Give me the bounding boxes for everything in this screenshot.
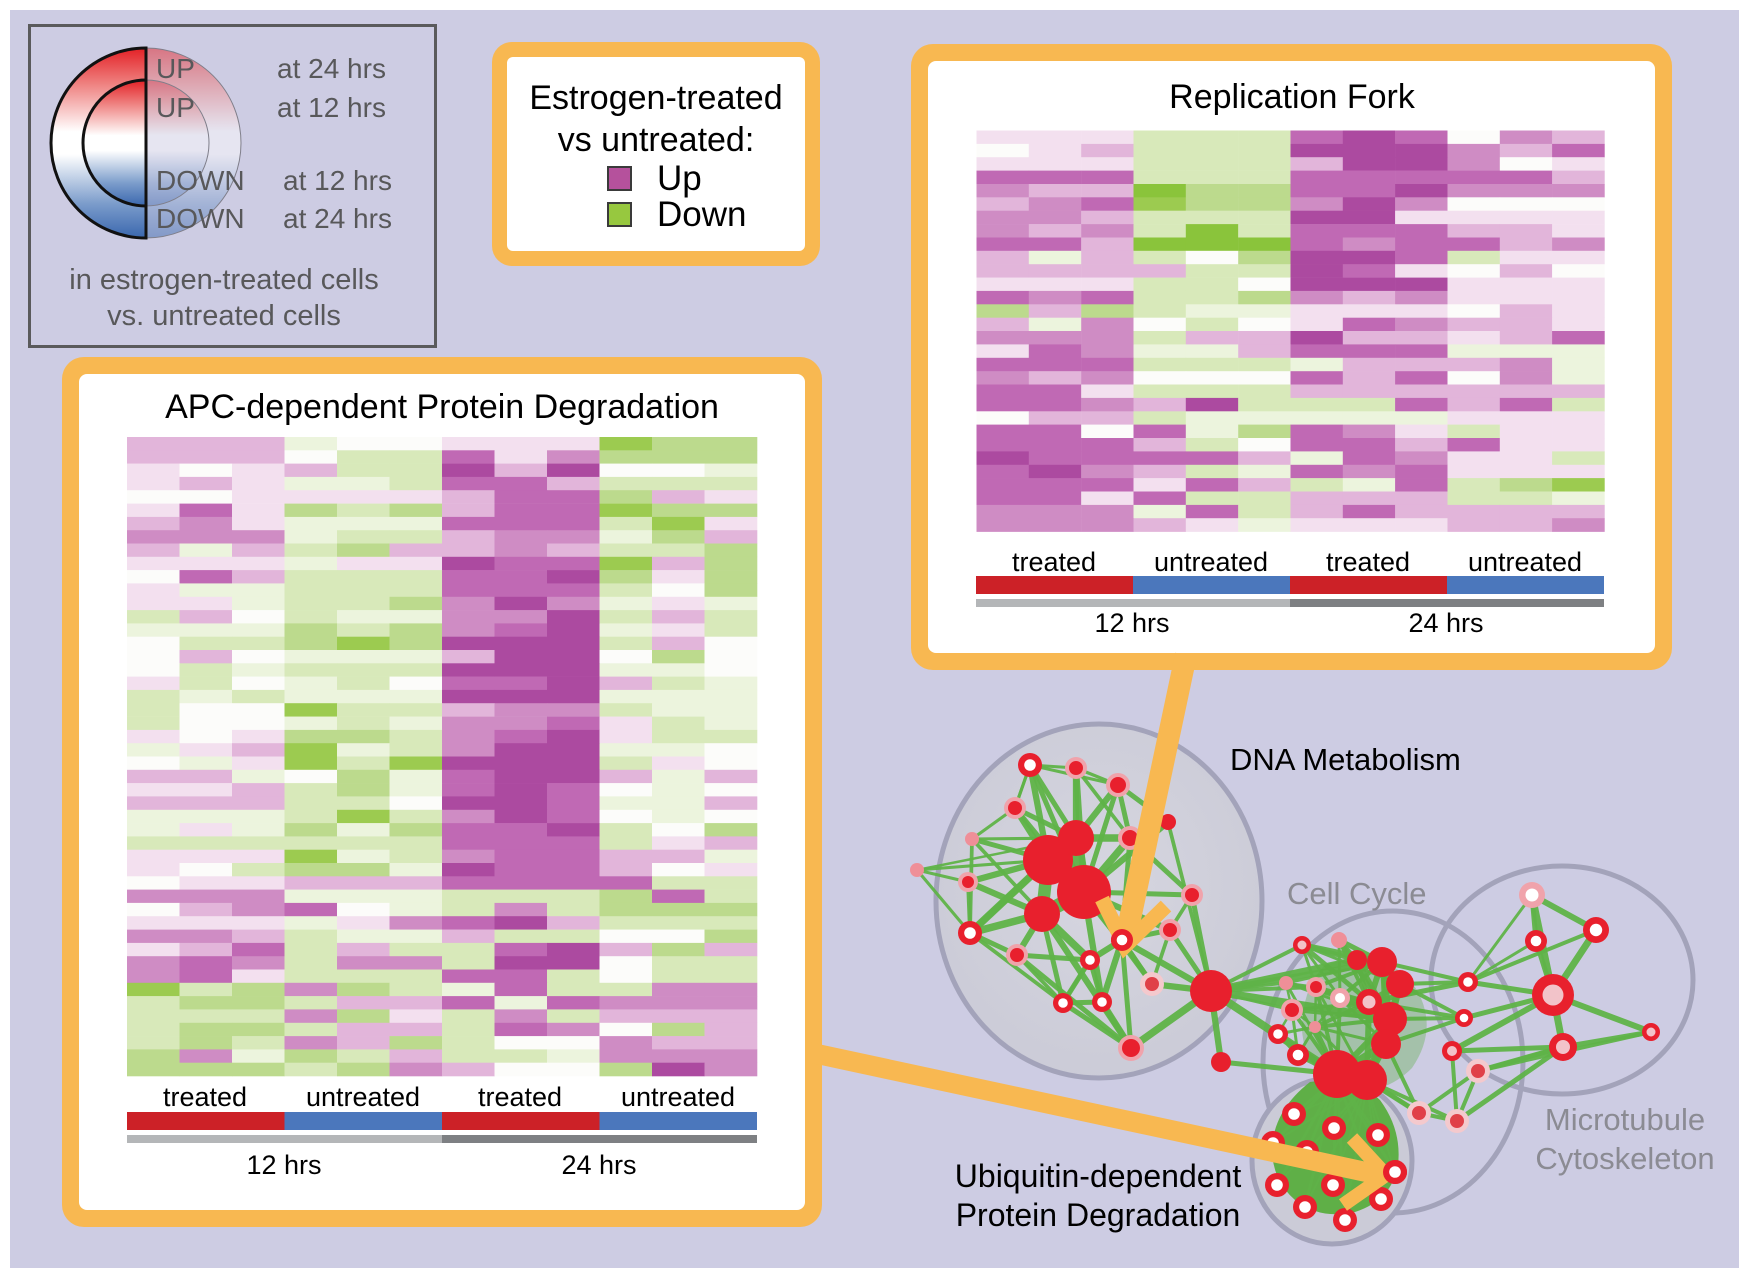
svg-text:Estrogen-treated: Estrogen-treated — [529, 79, 782, 117]
svg-text:untreated: untreated — [1468, 547, 1582, 577]
svg-text:untreated: untreated — [621, 1082, 735, 1112]
svg-text:at 12 hrs: at 12 hrs — [283, 165, 392, 196]
svg-text:Ubiquitin-dependent: Ubiquitin-dependent — [955, 1158, 1242, 1194]
svg-text:24 hrs: 24 hrs — [561, 1150, 636, 1180]
svg-text:24 hrs: 24 hrs — [1408, 608, 1483, 638]
svg-text:treated: treated — [163, 1082, 247, 1112]
svg-text:treated: treated — [1012, 547, 1096, 577]
svg-text:at 12 hrs: at 12 hrs — [277, 92, 386, 123]
svg-text:Protein Degradation: Protein Degradation — [956, 1197, 1241, 1233]
svg-text:vs untreated:: vs untreated: — [558, 121, 755, 159]
svg-text:Replication Fork: Replication Fork — [1169, 78, 1416, 116]
svg-text:untreated: untreated — [1154, 547, 1268, 577]
svg-text:DNA Metabolism: DNA Metabolism — [1230, 742, 1461, 777]
svg-text:DOWN: DOWN — [156, 165, 245, 196]
svg-text:treated: treated — [478, 1082, 562, 1112]
svg-text:12 hrs: 12 hrs — [246, 1150, 321, 1180]
svg-text:vs. untreated cells: vs. untreated cells — [107, 300, 341, 332]
svg-text:Microtubule: Microtubule — [1545, 1102, 1705, 1137]
svg-text:Cell Cycle: Cell Cycle — [1287, 876, 1427, 911]
svg-text:APC-dependent Protein Degradat: APC-dependent Protein Degradation — [165, 388, 719, 426]
svg-text:untreated: untreated — [306, 1082, 420, 1112]
svg-text:12 hrs: 12 hrs — [1094, 608, 1169, 638]
svg-text:UP: UP — [156, 53, 195, 84]
svg-text:in estrogen-treated cells: in estrogen-treated cells — [69, 264, 379, 296]
svg-text:DOWN: DOWN — [156, 203, 245, 234]
svg-text:at 24 hrs: at 24 hrs — [277, 53, 386, 84]
svg-text:at 24 hrs: at 24 hrs — [283, 203, 392, 234]
svg-text:UP: UP — [156, 92, 195, 123]
svg-text:Up: Up — [657, 159, 702, 198]
svg-text:treated: treated — [1326, 547, 1410, 577]
svg-text:Down: Down — [657, 195, 746, 234]
svg-text:Cytoskeleton: Cytoskeleton — [1535, 1141, 1714, 1176]
